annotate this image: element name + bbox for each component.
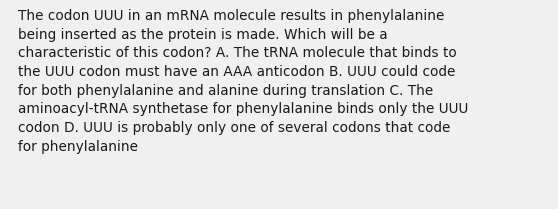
Text: The codon UUU in an mRNA molecule results in phenylalanine
being inserted as the: The codon UUU in an mRNA molecule result… <box>18 9 468 154</box>
